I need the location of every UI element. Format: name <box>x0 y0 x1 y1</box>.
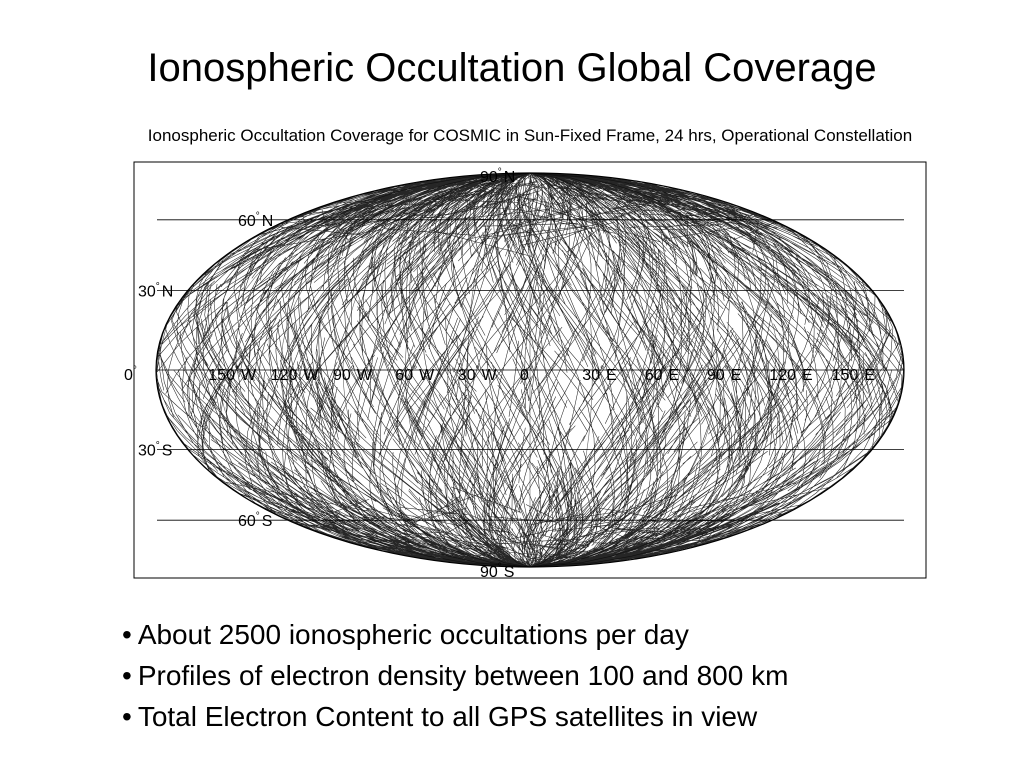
longitude-gridline <box>529 172 718 568</box>
label-hemisphere: N <box>504 169 516 186</box>
degree-mark: ° <box>156 281 160 292</box>
map-label: 30° S <box>138 441 172 460</box>
bullet-mark: • <box>122 660 132 691</box>
longitude-gridline <box>217 172 531 568</box>
label-value: 60 <box>395 367 413 384</box>
longitude-gridline <box>342 172 531 568</box>
bullet-list: • About 2500 ionospheric occultations per… <box>122 614 788 737</box>
bullet-item: • Profiles of electron density between 10… <box>122 655 788 696</box>
label-value: 90 <box>480 564 498 581</box>
longitude-gridline <box>529 172 656 568</box>
longitude-gridline <box>404 172 531 568</box>
label-hemisphere: N <box>262 213 274 230</box>
label-hemisphere: E <box>668 367 679 384</box>
label-hemisphere: W <box>303 367 319 384</box>
bullet-item: • Total Electron Content to all GPS satel… <box>122 696 788 737</box>
globe-outline <box>155 172 905 568</box>
longitude-gridline <box>467 172 531 568</box>
degree-mark: ° <box>351 365 355 376</box>
label-value: 60 <box>238 213 256 230</box>
map-label: 90° W <box>333 365 373 384</box>
occultation-tracks <box>156 173 904 567</box>
map-label: 30° E <box>582 365 616 384</box>
label-value: 90 <box>480 169 498 186</box>
label-value: 30 <box>458 367 476 384</box>
label-hemisphere: E <box>731 367 742 384</box>
map-label: 30° W <box>458 365 498 384</box>
label-value: 150 <box>832 367 859 384</box>
label-hemisphere: W <box>481 367 497 384</box>
degree-mark: ° <box>725 365 729 376</box>
degree-mark: ° <box>156 441 160 452</box>
label-hemisphere: W <box>419 367 435 384</box>
map-label: 60° S <box>238 511 272 530</box>
label-hemisphere: W <box>241 367 257 384</box>
map-label: 150° W <box>208 365 257 384</box>
degree-mark: ° <box>235 365 239 376</box>
map-label: 90° S <box>480 562 514 581</box>
map-label: 0° <box>520 365 533 384</box>
map-label: 150° E <box>832 365 875 384</box>
degree-mark: ° <box>600 365 604 376</box>
degree-mark: ° <box>297 365 301 376</box>
graticule <box>157 172 904 568</box>
map-label: 120° E <box>769 365 812 384</box>
label-hemisphere: E <box>864 367 875 384</box>
degree-mark: ° <box>256 211 260 222</box>
track-lines <box>156 173 904 567</box>
bullet-mark: • <box>122 619 132 650</box>
bullet-item: • About 2500 ionospheric occultations per… <box>122 614 788 655</box>
label-value: 60 <box>645 367 663 384</box>
label-value: 30 <box>138 443 156 460</box>
label-hemisphere: E <box>606 367 617 384</box>
degree-mark: ° <box>475 365 479 376</box>
label-value: 30 <box>138 283 156 300</box>
bullet-mark: • <box>122 701 132 732</box>
label-value: 90 <box>707 367 725 384</box>
bullet-text: Total Electron Content to all GPS satell… <box>137 701 758 732</box>
degree-mark: ° <box>529 365 533 376</box>
label-value: 150 <box>208 367 235 384</box>
map-label: 60° E <box>645 365 679 384</box>
label-hemisphere: E <box>802 367 813 384</box>
label-value: 90 <box>333 367 351 384</box>
map-label: 30° N <box>138 281 173 300</box>
label-hemisphere: S <box>162 443 173 460</box>
map-frame <box>133 161 927 579</box>
longitude-gridline <box>280 172 531 568</box>
degree-mark: ° <box>498 562 502 573</box>
map-label: 90° N <box>480 167 515 186</box>
bullet-text: About 2500 ionospheric occultations per … <box>137 619 689 650</box>
degree-mark: ° <box>413 365 417 376</box>
label-value: 0 <box>124 367 133 384</box>
degree-mark: ° <box>133 365 137 376</box>
label-value: 30 <box>582 367 600 384</box>
longitude-gridline <box>529 172 780 568</box>
degree-mark: ° <box>662 365 666 376</box>
label-value: 0 <box>520 367 529 384</box>
label-value: 120 <box>271 367 298 384</box>
map-label: 60° W <box>395 365 435 384</box>
degree-mark: ° <box>498 167 502 178</box>
label-value: 120 <box>769 367 796 384</box>
degree-mark: ° <box>796 365 800 376</box>
longitude-gridline <box>529 172 593 568</box>
map-label: 90° E <box>707 365 741 384</box>
label-value: 60 <box>238 513 256 530</box>
map-label: 120° W <box>271 365 320 384</box>
map-label: 60° N <box>238 211 273 230</box>
bullet-text: Profiles of electron density between 100… <box>137 660 789 691</box>
longitude-gridline <box>529 172 843 568</box>
label-hemisphere: N <box>162 283 174 300</box>
figure-title: Ionospheric Occultation Coverage for COS… <box>147 126 913 145</box>
degree-mark: ° <box>256 511 260 522</box>
slide-title: Ionospheric Occultation Global Coverage <box>147 46 877 90</box>
map-label: 0° <box>124 365 137 384</box>
label-hemisphere: W <box>357 367 373 384</box>
label-hemisphere: S <box>504 564 515 581</box>
label-hemisphere: S <box>262 513 273 530</box>
degree-mark: ° <box>858 365 862 376</box>
